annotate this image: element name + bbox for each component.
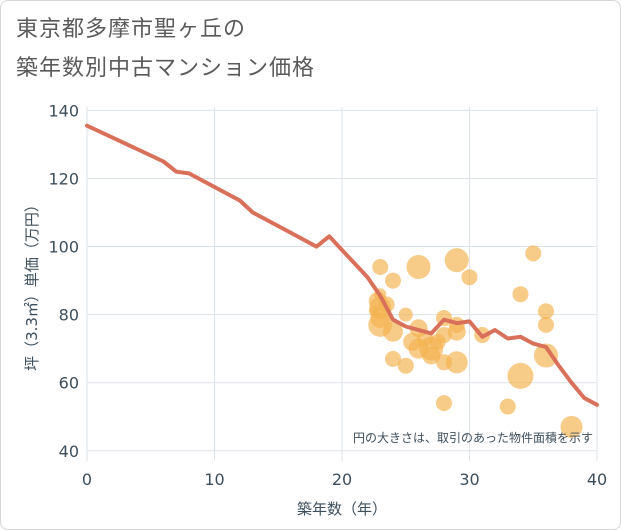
data-bubble — [445, 351, 468, 374]
y-tick-label: 60 — [59, 374, 79, 393]
data-bubble — [444, 248, 469, 273]
data-bubble — [525, 245, 542, 262]
y-tick-label: 140 — [48, 101, 79, 120]
chart-title-line-2: 築年数別中古マンション価格 — [16, 56, 316, 81]
chart-title-line-1: 東京都多摩市聖ヶ丘の — [16, 17, 247, 42]
y-tick-label: 100 — [48, 238, 79, 257]
data-bubble — [436, 395, 452, 412]
data-bubble — [461, 269, 478, 286]
data-bubble — [499, 398, 516, 415]
x-axis-title: 築年数（年） — [297, 500, 387, 518]
x-tick-label: 0 — [82, 470, 92, 489]
x-tick-label: 30 — [459, 470, 479, 489]
average-price-line — [85, 123, 599, 407]
bubble-size-note: 円の大きさは、取引のあった物件面積を示す — [353, 430, 593, 445]
y-tick-label: 40 — [59, 442, 79, 461]
data-bubble — [398, 307, 413, 322]
data-bubble — [507, 362, 534, 389]
data-bubble — [538, 316, 554, 333]
data-bubble — [372, 258, 389, 275]
data-bubble — [534, 343, 558, 368]
data-bubble — [406, 254, 431, 279]
x-tick-label: 40 — [587, 470, 607, 489]
data-bubble — [385, 272, 401, 289]
data-bubble — [383, 321, 403, 342]
data-bubble — [422, 346, 441, 365]
data-bubble — [385, 350, 401, 367]
data-bubble — [538, 303, 554, 320]
y-tick-label: 120 — [48, 169, 79, 188]
data-bubble — [397, 357, 414, 374]
y-axis-title: 坪（3.3㎡）単価（万円） — [23, 197, 41, 371]
axis-ticks: 0 10 20 30 40 40 60 80 100 120 140 — [48, 101, 607, 489]
data-bubble — [447, 322, 466, 341]
data-bubble — [512, 286, 529, 303]
y-tick-label: 80 — [59, 306, 79, 325]
x-tick-label: 10 — [204, 470, 224, 489]
data-bubble — [560, 415, 583, 438]
x-tick-label: 20 — [332, 470, 352, 489]
